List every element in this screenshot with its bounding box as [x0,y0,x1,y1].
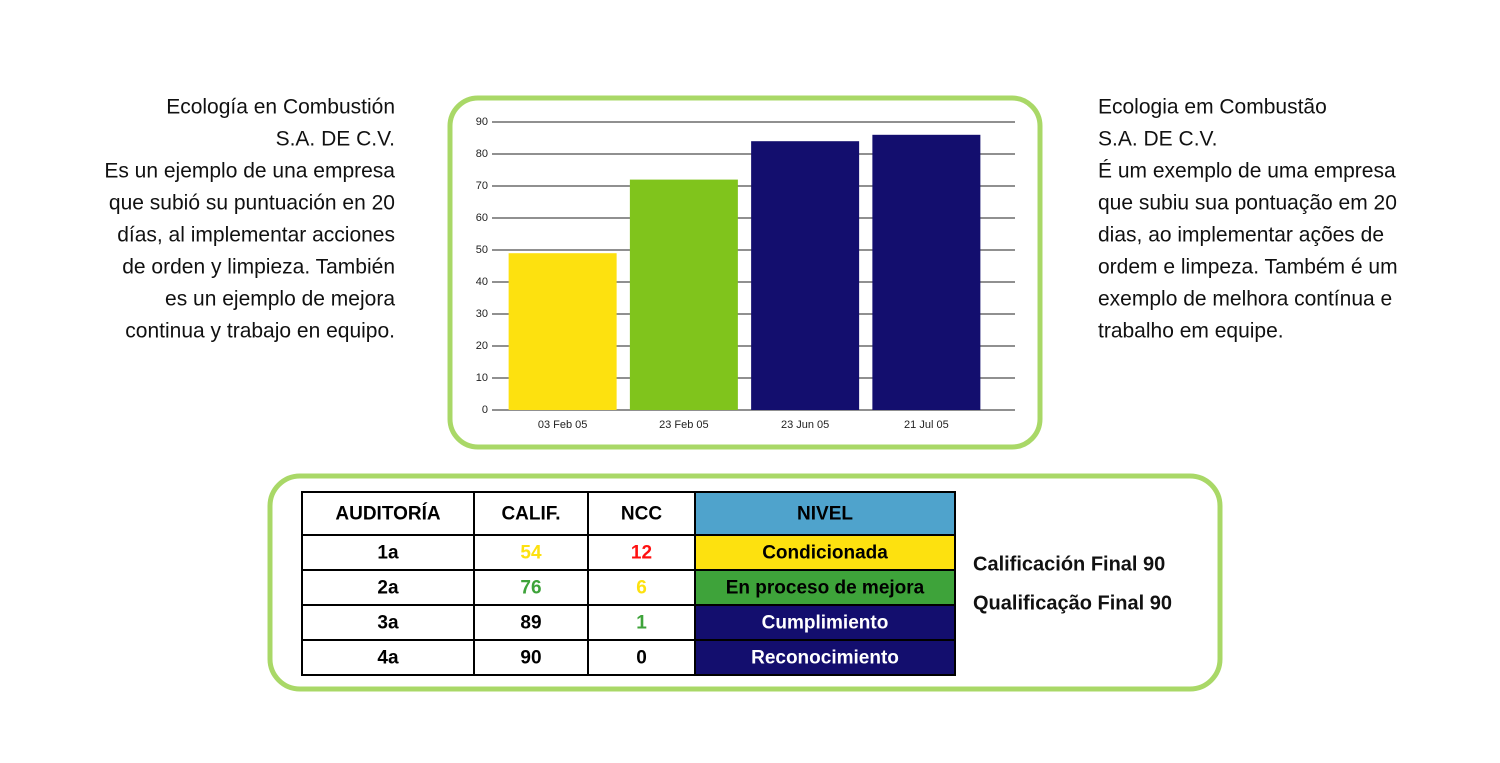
table-cell [694,639,956,676]
x-tick-label: 23 Jun 05 [781,419,829,431]
bar [751,141,860,410]
table-cell [694,569,956,606]
table-cell-text: 4a [377,648,399,669]
y-tick-label: 50 [476,244,488,256]
table-header: NCC [621,504,662,525]
left-text-line: es un ejemplo de mejora [165,288,395,311]
table-header: CALIF. [501,504,560,525]
table-cell-text: 1a [377,543,399,564]
y-tick-label: 40 [476,276,488,288]
x-tick-label: 03 Feb 05 [538,419,588,431]
table-cell [301,639,475,676]
table-cell-text: Condicionada [762,543,888,564]
chart-box [447,95,1043,450]
table-cell-text: Reconocimiento [751,648,899,669]
right-text-line: exemplo de melhora contínua e [1098,288,1392,311]
right-text-line: Ecologia em Combustão [1098,96,1327,119]
left-text-line: de orden y limpieza. También [122,256,395,279]
right-text-line: dias, ao implementar ações de [1098,224,1384,247]
table-cell-text: 76 [520,578,541,599]
table-cell [694,491,956,536]
y-tick-label: 0 [482,404,488,416]
table-cell-text: Cumplimiento [762,613,889,634]
table-cell [694,604,956,641]
right-text-line: que subiu sua pontuação em 20 [1098,192,1397,215]
table-cell-text: 6 [636,578,647,599]
table-box [267,473,1223,692]
table-cell-text: 2a [377,578,399,599]
right-text-line: ordem e limpeza. Também é um [1098,256,1398,279]
table-cell [473,569,589,606]
y-tick-label: 10 [476,372,488,384]
table-cell-text: 90 [520,648,541,669]
table-cell-text: En proceso de mejora [726,578,925,599]
right-text-line: trabalho em equipe. [1098,320,1284,343]
left-text-line: continua y trabajo en equipo. [125,320,395,343]
table-cell [301,569,475,606]
bar [508,253,617,410]
left-text-line: días, al implementar acciones [117,224,395,247]
table-cell-text: 1 [636,613,647,634]
table-cell-text: 3a [377,613,399,634]
final-score: Calificación Final 90 [973,553,1165,575]
table-cell-text: 54 [520,543,542,564]
x-tick-label: 21 Jul 05 [904,419,949,431]
table-cell [694,534,956,571]
y-tick-label: 30 [476,308,488,320]
final-score: Qualificação Final 90 [973,592,1172,614]
table-header: AUDITORÍA [335,503,440,525]
bar [872,134,981,411]
right-text-line: É um exemplo de uma empresa [1098,160,1396,183]
y-tick-label: 70 [476,180,488,192]
y-tick-label: 60 [476,212,488,224]
table-cell-text: 12 [631,543,652,564]
left-text-line: S.A. DE C.V. [276,128,395,151]
table-cell [587,639,696,676]
table-header: NIVEL [797,504,853,525]
left-text-line: que subió su puntuación en 20 [109,192,395,215]
x-tick-label: 23 Feb 05 [659,419,709,431]
y-tick-label: 20 [476,340,488,352]
y-tick-label: 90 [476,116,488,128]
right-text-line: S.A. DE C.V. [1098,128,1217,151]
left-text-line: Es un ejemplo de una empresa [104,160,395,183]
table-cell-text: 89 [520,613,541,634]
y-tick-label: 80 [476,148,488,160]
table-cell-text: 0 [636,648,647,669]
table-cell [301,491,475,536]
bar [629,179,738,410]
left-text-line: Ecología en Combustión [166,96,395,119]
